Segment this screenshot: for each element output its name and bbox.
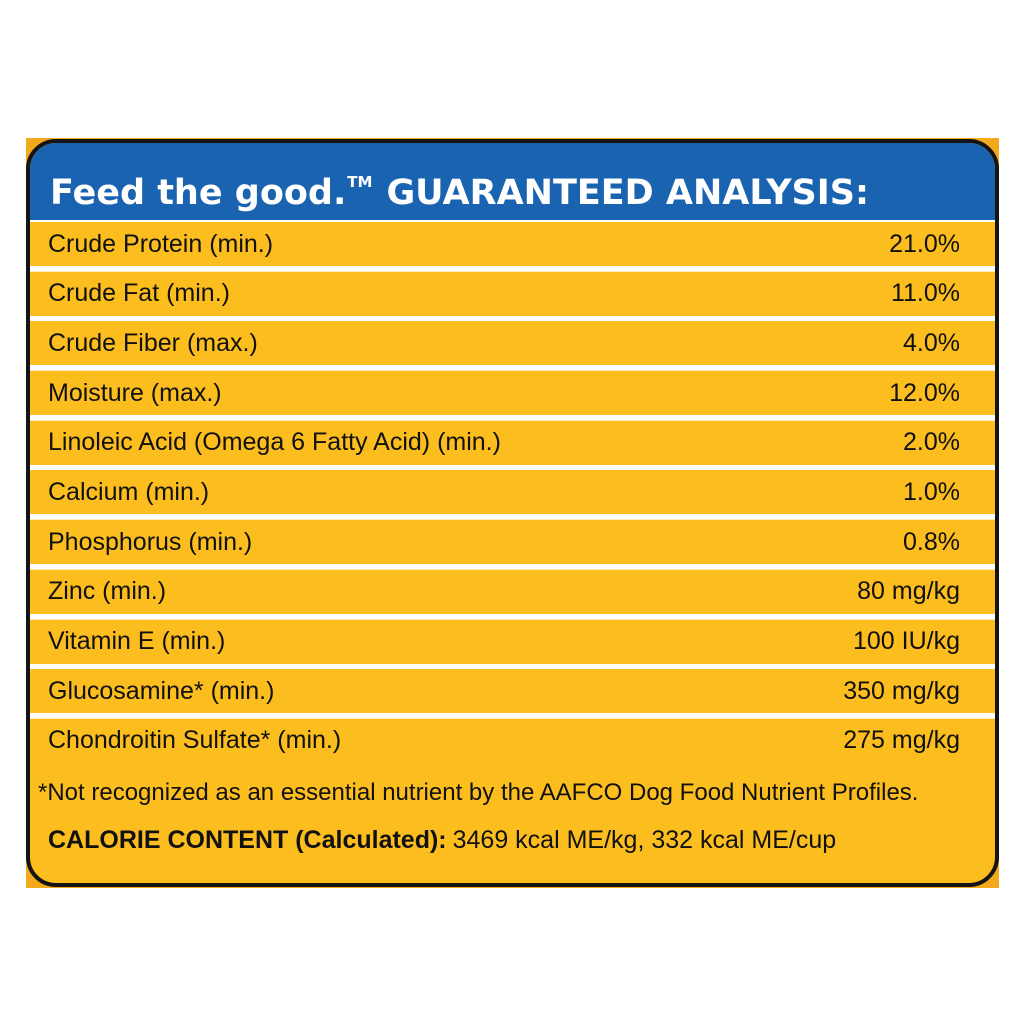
nutrient-row-crude-fat: Crude Fat (min.) 11.0% [30, 271, 995, 316]
guaranteed-analysis-panel: Feed the good.TM GUARANTEED ANALYSIS: Cru… [26, 139, 999, 887]
nutrient-label: Calcium (min.) [48, 477, 210, 506]
nutrient-label: Zinc (min.) [48, 577, 167, 606]
nutrient-label: Crude Protein (min.) [48, 229, 274, 258]
nutrient-row-phosphorus: Phosphorus (min.) 0.8% [30, 520, 995, 565]
aafco-footnote: *Not recognized as an essential nutrient… [38, 779, 919, 806]
nutrient-value: 12.0% [889, 378, 960, 407]
calorie-content: CALORIE CONTENT (Calculated): 3469 kcal M… [48, 826, 836, 855]
nutrient-row-zinc: Zinc (min.) 80 mg/kg [30, 569, 995, 614]
nutrient-row-calcium: Calcium (min.) 1.0% [30, 470, 995, 515]
nutrient-label: Crude Fat (min.) [48, 279, 230, 308]
nutrient-row-moisture: Moisture (max.) 12.0% [30, 371, 995, 416]
nutrient-label: Phosphorus (min.) [48, 527, 253, 556]
nutrient-row-crude-protein: Crude Protein (min.) 21.0% [30, 222, 995, 266]
nutrient-value: 11.0% [890, 279, 960, 308]
panel-title: GUARANTEED ANALYSIS: [386, 173, 869, 213]
nutrient-table: Crude Protein (min.) 21.0% Crude Fat (mi… [30, 222, 995, 769]
calorie-content-label: CALORIE CONTENT (Calculated): [48, 826, 447, 854]
brand-slogan: Feed the good. [50, 173, 347, 213]
nutrient-row-crude-fiber: Crude Fiber (max.) 4.0% [30, 321, 995, 366]
nutrient-row-chondroitin-sulfate: Chondroitin Sulfate* (min.) 275 mg/kg [30, 718, 995, 763]
nutrient-label: Glucosamine* (min.) [48, 676, 275, 705]
nutrient-row-linoleic-acid: Linoleic Acid (Omega 6 Fatty Acid) (min.… [30, 420, 995, 465]
nutrient-value: 21.0% [889, 229, 960, 258]
nutrient-value: 2.0% [903, 428, 960, 457]
nutrient-value: 4.0% [903, 328, 960, 357]
nutrient-label: Linoleic Acid (Omega 6 Fatty Acid) (min.… [48, 428, 501, 457]
nutrient-value: 100 IU/kg [852, 627, 960, 655]
nutrient-value: 80 mg/kg [857, 577, 960, 606]
nutrient-label: Moisture (max.) [48, 378, 222, 407]
trademark-mark: TM [347, 173, 373, 191]
nutrient-label: Crude Fiber (max.) [48, 328, 258, 357]
nutrient-label: Vitamin E (min.) [48, 627, 226, 655]
nutrient-row-glucosamine: Glucosamine* (min.) 350 mg/kg [30, 669, 995, 714]
nutrient-value: 275 mg/kg [843, 726, 960, 755]
nutrient-value: 350 mg/kg [843, 676, 960, 705]
nutrient-value: 0.8% [903, 527, 960, 556]
nutrient-label: Chondroitin Sulfate* (min.) [48, 726, 342, 755]
calorie-content-value: 3469 kcal ME/kg, 332 kcal ME/cup [452, 826, 837, 854]
nutrient-row-vitamin-e: Vitamin E (min.) 100 IU/kg [30, 619, 995, 664]
nutrient-value: 1.0% [903, 477, 960, 506]
panel-header: Feed the good.TM GUARANTEED ANALYSIS: [30, 143, 995, 222]
